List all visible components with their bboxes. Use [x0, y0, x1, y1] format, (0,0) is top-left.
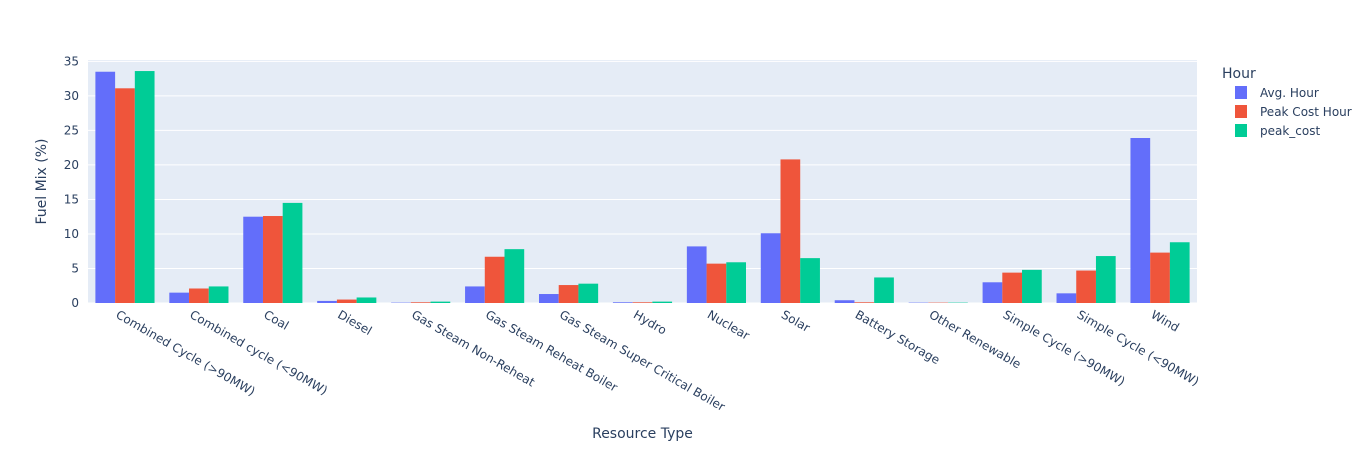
y-tick-label: 10 — [64, 227, 79, 241]
legend-swatch[interactable] — [1235, 124, 1247, 137]
y-tick-label: 30 — [64, 89, 79, 103]
bar-peak-cost-hour[interactable] — [854, 302, 875, 303]
x-tick-label: Combined Cycle (>90MW) — [113, 307, 257, 398]
legend-label[interactable]: peak_cost — [1260, 124, 1320, 138]
x-axis-ticks: Combined Cycle (>90MW)Combined cycle (<9… — [113, 307, 1201, 413]
bar-avg-hour[interactable] — [538, 294, 559, 303]
bar-peak-cost-hour[interactable] — [484, 256, 505, 303]
bar-peak-cost-hour[interactable] — [780, 159, 801, 303]
y-tick-label: 35 — [64, 54, 79, 68]
bar-peak-cost-hour[interactable] — [1150, 252, 1170, 303]
bar-peak-cost[interactable] — [1169, 242, 1190, 303]
bar-avg-hour[interactable] — [760, 233, 781, 303]
bar-avg-hour[interactable] — [686, 246, 707, 303]
bar-peak-cost[interactable] — [800, 258, 820, 303]
x-tick-label: Combined cycle (<90MW) — [187, 307, 330, 397]
bar-peak-cost-hour[interactable] — [1076, 270, 1096, 303]
bars — [95, 71, 1190, 303]
bar-avg-hour[interactable] — [982, 282, 1003, 303]
bar-peak-cost[interactable] — [134, 71, 155, 303]
x-tick-label: Wind — [1149, 307, 1182, 334]
bar-peak-cost[interactable] — [874, 277, 894, 303]
legend-items: Avg. Hour Peak Cost Hour peak_cost — [1235, 86, 1352, 138]
y-tick-label: 0 — [71, 296, 79, 310]
x-tick-label: Coal — [261, 307, 291, 332]
x-tick-label: Nuclear — [705, 307, 752, 342]
bar-avg-hour[interactable] — [465, 286, 485, 303]
bar-avg-hour[interactable] — [95, 71, 116, 303]
bar-peak-cost-hour[interactable] — [706, 263, 727, 303]
x-tick-label: Simple Cycle (>90MW) — [1001, 307, 1128, 388]
legend-label[interactable]: Avg. Hour — [1260, 86, 1319, 100]
y-tick-label: 20 — [64, 158, 79, 172]
bar-peak-cost-hour[interactable] — [189, 288, 209, 303]
bar-peak-cost-hour[interactable] — [410, 302, 431, 303]
x-tick-label: Gas Steam Reheat Boiler — [483, 307, 620, 394]
legend: Hour Avg. Hour Peak Cost Hour peak_cost — [1222, 66, 1352, 138]
x-tick-label: Gas Steam Non-Reheat — [409, 307, 537, 389]
bar-peak-cost[interactable] — [208, 286, 229, 303]
y-tick-label: 15 — [64, 192, 79, 206]
bar-peak-cost-hour[interactable] — [558, 285, 579, 303]
bar-avg-hour[interactable] — [1056, 293, 1077, 303]
legend-label[interactable]: Peak Cost Hour — [1260, 105, 1352, 119]
bar-avg-hour[interactable] — [1130, 138, 1151, 303]
bar-peak-cost-hour[interactable] — [262, 216, 283, 303]
x-tick-label: Hydro — [631, 307, 669, 337]
bar-avg-hour[interactable] — [169, 292, 190, 303]
y-axis-ticks: 0 5 10 15 20 25 30 35 — [64, 54, 79, 310]
bar-peak-cost-hour[interactable] — [1002, 272, 1023, 303]
y-axis-title: Fuel Mix (%) — [34, 138, 50, 224]
bar-avg-hour[interactable] — [834, 300, 855, 303]
x-tick-label: Simple Cycle (<90MW) — [1075, 307, 1202, 388]
bar-peak-cost[interactable] — [282, 202, 303, 303]
bar-peak-cost[interactable] — [356, 297, 377, 303]
bar-peak-cost[interactable] — [726, 262, 747, 303]
bar-peak-cost[interactable] — [430, 301, 451, 303]
bar-peak-cost-hour[interactable] — [336, 299, 357, 303]
bar-avg-hour[interactable] — [243, 216, 263, 303]
bar-peak-cost-hour[interactable] — [115, 88, 135, 303]
x-axis-title: Resource Type — [592, 426, 693, 442]
bar-peak-cost-hour[interactable] — [632, 302, 653, 303]
bar-avg-hour[interactable] — [317, 300, 337, 303]
y-tick-label: 25 — [64, 123, 79, 137]
x-tick-label: Diesel — [335, 307, 374, 338]
bar-peak-cost[interactable] — [652, 301, 673, 303]
bar-avg-hour[interactable] — [612, 302, 633, 303]
bar-peak-cost[interactable] — [1022, 269, 1042, 303]
x-tick-label: Solar — [779, 307, 813, 334]
y-tick-label: 5 — [71, 261, 79, 275]
legend-swatch[interactable] — [1235, 105, 1247, 118]
legend-swatch[interactable] — [1235, 86, 1247, 99]
legend-title: Hour — [1222, 66, 1256, 82]
bar-peak-cost[interactable] — [504, 249, 525, 303]
bar-peak-cost[interactable] — [578, 283, 599, 303]
bar-peak-cost[interactable] — [1095, 256, 1116, 303]
